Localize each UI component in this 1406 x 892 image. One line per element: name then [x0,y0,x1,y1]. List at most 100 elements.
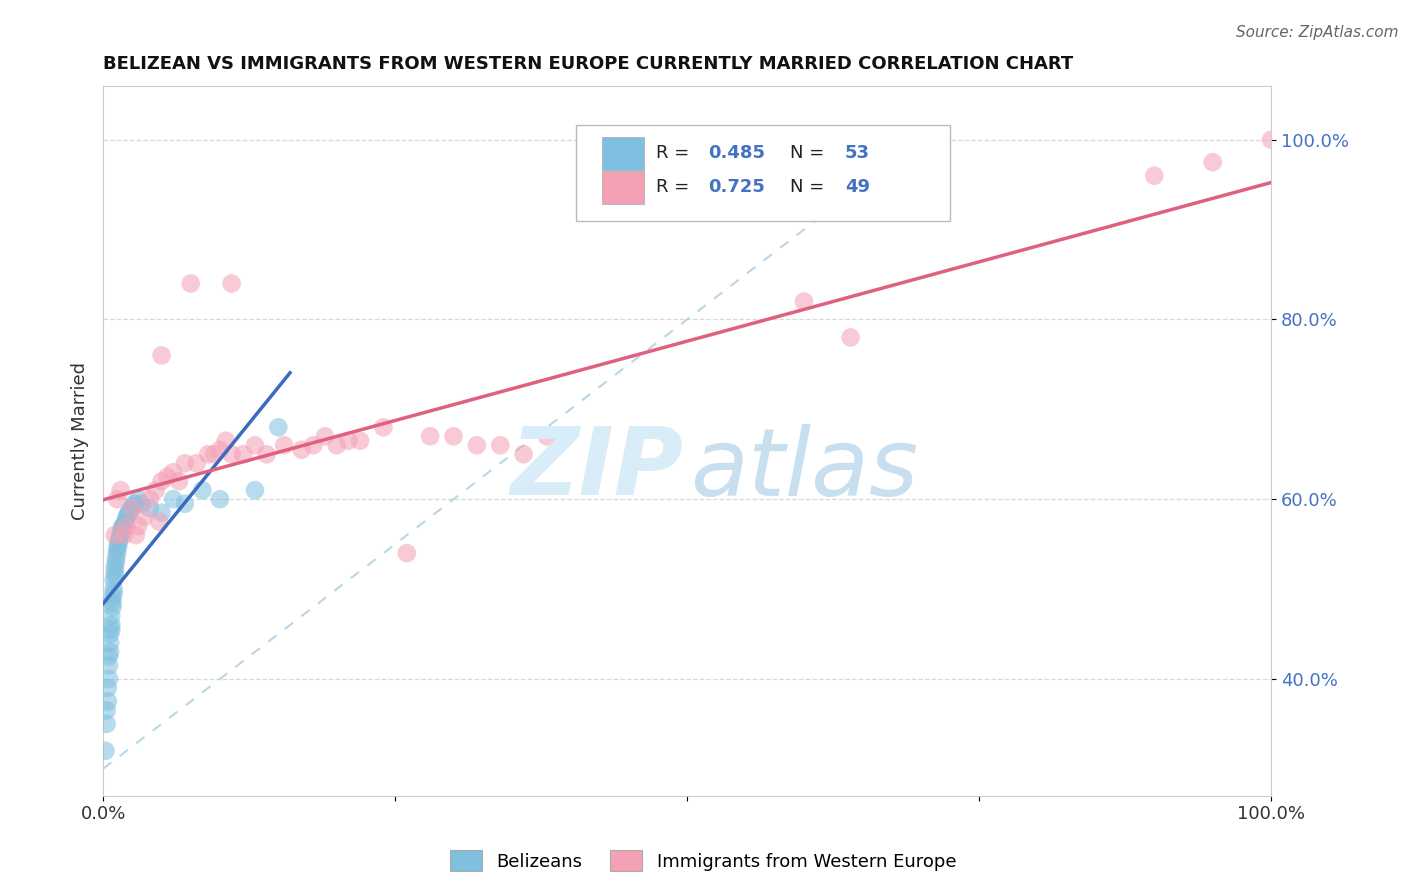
Point [114,515,136,529]
Point [1202,155,1225,169]
Point [98,649,121,664]
Point [839,330,862,344]
Point [131,497,153,511]
Point [180,277,202,291]
Point [314,429,336,443]
Point [98,645,121,659]
Point [100,609,122,624]
Point [186,456,208,470]
Point [173,456,195,470]
Point [208,442,231,457]
Point [148,515,170,529]
Point [107,539,129,553]
Point [273,438,295,452]
Point [112,528,135,542]
Point [97,681,120,695]
Point [98,636,121,650]
Point [489,438,512,452]
Point [96,717,118,731]
Point [112,517,135,532]
Point [100,623,122,637]
Point [124,497,146,511]
Point [127,492,149,507]
Point [98,672,121,686]
Point [115,519,138,533]
Point [1260,133,1282,147]
Text: 0.485: 0.485 [709,145,765,162]
Point [115,510,138,524]
Point [536,429,558,443]
Point [132,510,155,524]
Point [512,447,534,461]
Point [101,591,124,605]
Point [94,744,117,758]
Legend: Belizeans, Immigrants from Western Europe: Belizeans, Immigrants from Western Europ… [443,843,963,879]
Point [1143,169,1166,183]
Y-axis label: Currently Married: Currently Married [72,362,89,520]
Point [139,492,162,507]
Text: Source: ZipAtlas.com: Source: ZipAtlas.com [1236,25,1399,40]
Point [111,519,134,533]
Point [121,500,143,514]
Point [107,535,129,549]
Point [110,526,132,541]
Point [349,434,371,448]
Point [117,508,139,523]
Text: 0.725: 0.725 [709,178,765,196]
Point [105,492,128,507]
Point [232,447,254,461]
Point [215,434,238,448]
Point [118,503,141,517]
FancyBboxPatch shape [576,125,950,220]
Point [150,474,173,488]
Point [101,600,124,615]
Point [145,483,167,498]
Point [465,438,488,452]
Point [167,474,190,488]
Point [221,447,243,461]
Point [291,442,314,457]
Point [103,582,125,596]
Point [98,658,121,673]
Point [325,438,347,452]
Point [173,497,195,511]
Point [96,703,118,717]
Text: BELIZEAN VS IMMIGRANTS FROM WESTERN EUROPE CURRENTLY MARRIED CORRELATION CHART: BELIZEAN VS IMMIGRANTS FROM WESTERN EURO… [103,55,1073,73]
Text: 53: 53 [845,145,870,162]
Point [256,447,278,461]
Point [118,506,141,520]
Point [104,559,127,574]
Point [150,506,173,520]
Text: 49: 49 [845,178,870,196]
Point [125,528,148,542]
Point [98,627,121,641]
Text: R =: R = [655,145,695,162]
Point [97,694,120,708]
Point [104,555,127,569]
Point [110,528,132,542]
Point [162,492,184,507]
Point [395,546,418,560]
Point [267,420,290,434]
Point [243,438,266,452]
Point [208,492,231,507]
Point [793,294,815,309]
Point [100,618,122,632]
Point [103,573,125,587]
Point [103,586,125,600]
Point [105,546,128,560]
FancyBboxPatch shape [602,171,644,203]
Point [104,564,127,578]
Point [104,568,127,582]
Point [150,348,173,362]
Point [419,429,441,443]
FancyBboxPatch shape [602,137,644,169]
Point [243,483,266,498]
Point [197,447,219,461]
Point [443,429,465,443]
Point [302,438,325,452]
Point [104,550,127,565]
Text: N =: N = [790,145,830,162]
Point [373,420,395,434]
Text: N =: N = [790,178,830,196]
